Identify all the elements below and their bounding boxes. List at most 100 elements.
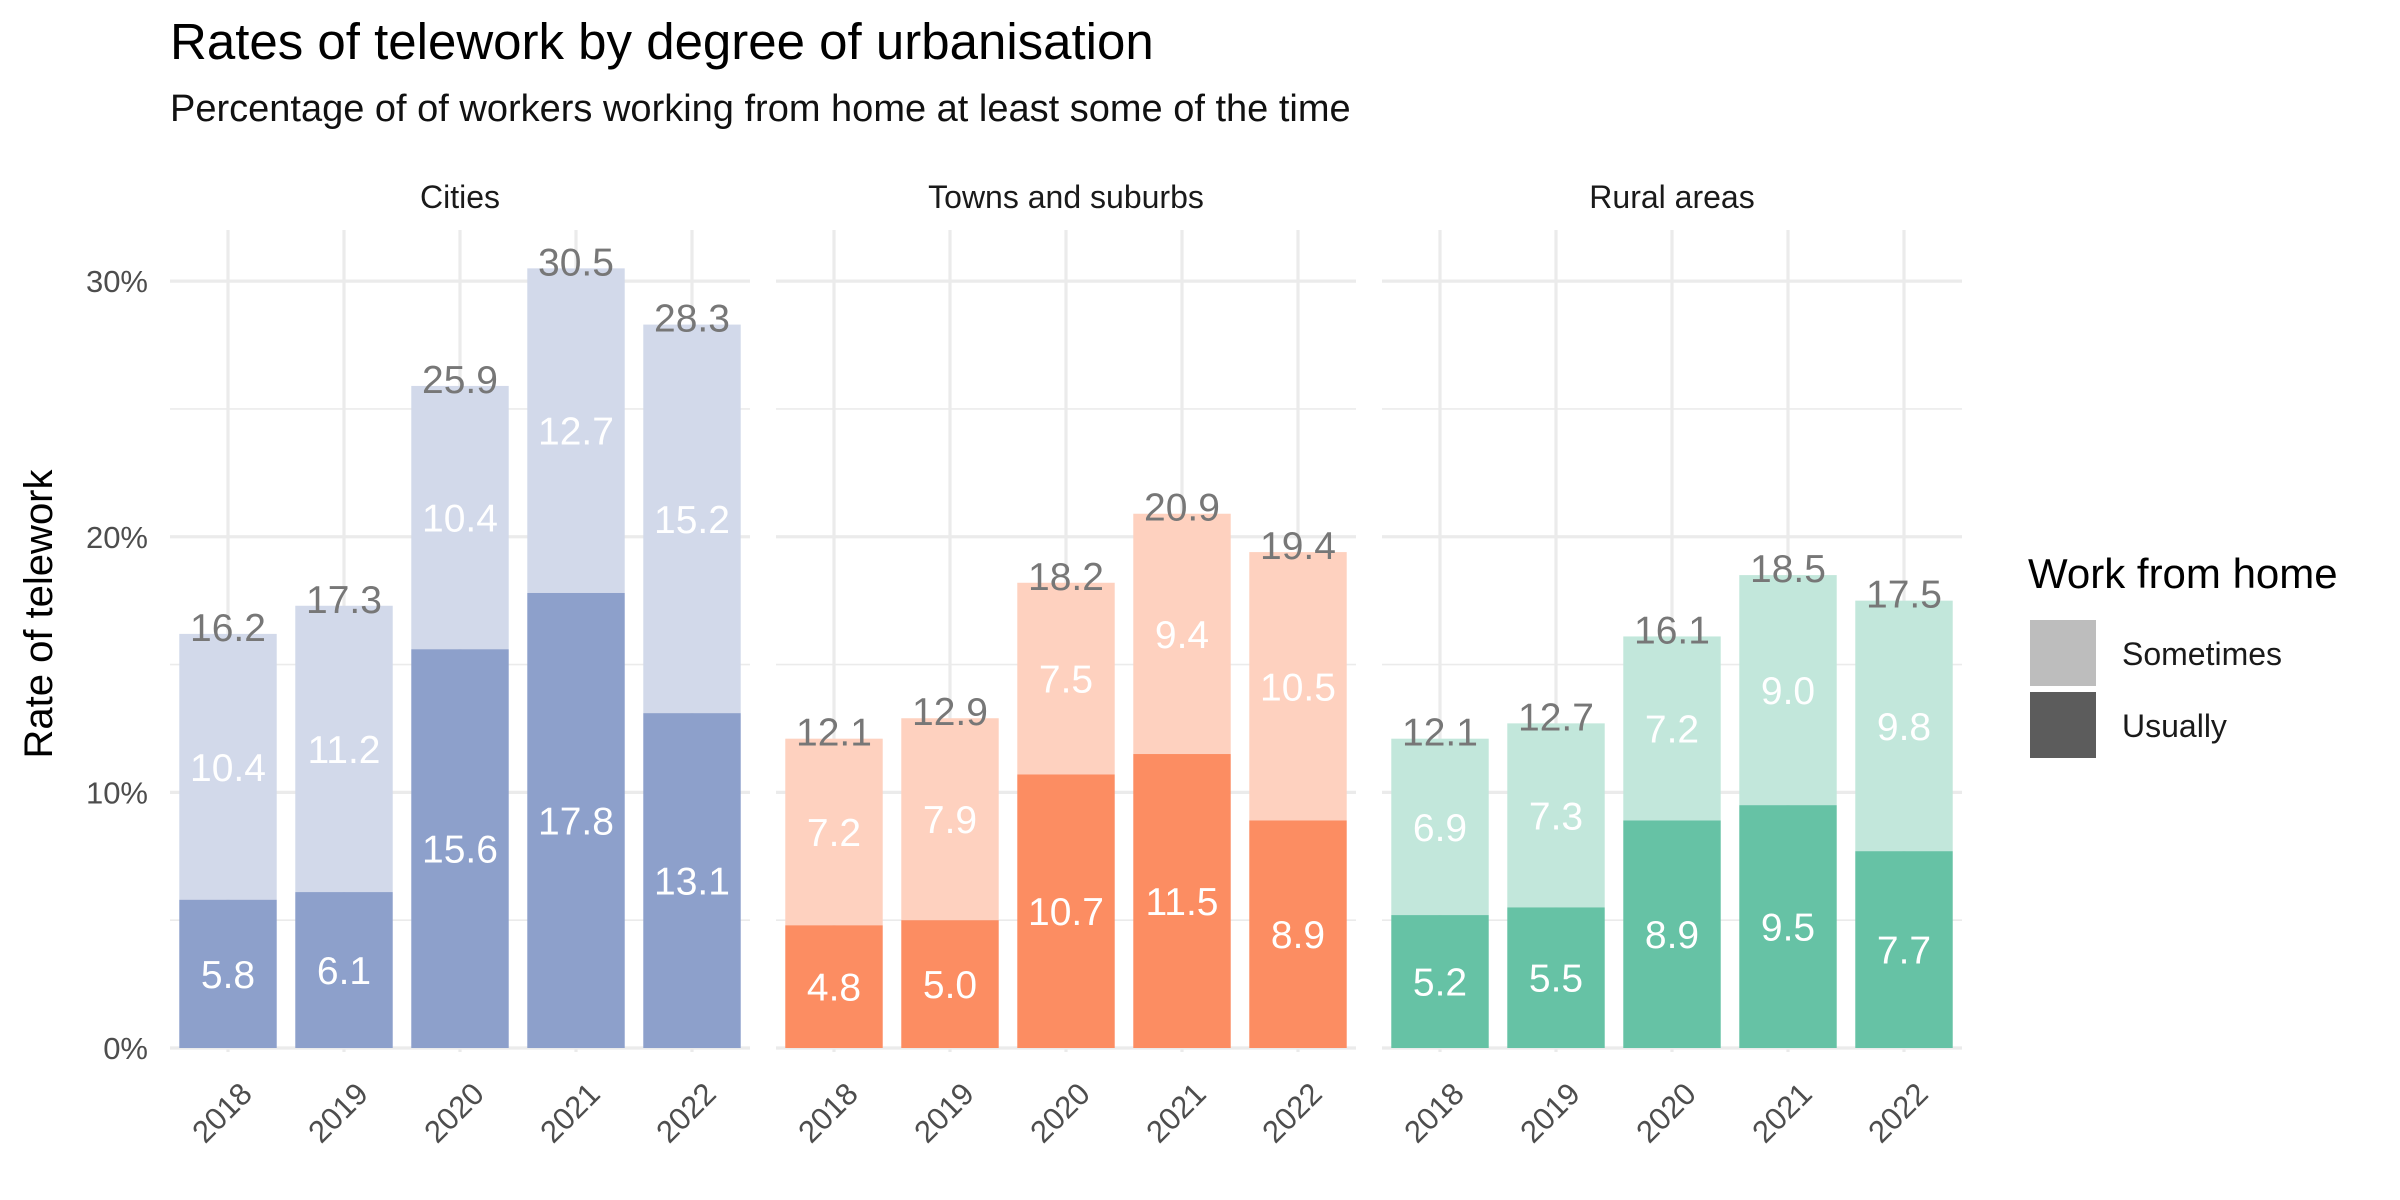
bar-sometimes-0-2019 (295, 605, 393, 893)
x-tick-label-2-2018: 2018 (1397, 1076, 1471, 1150)
legend-title: Work from home (2028, 550, 2338, 597)
label-usually-0-2022: 13.1 (654, 861, 730, 904)
chart-title: Rates of telework by degree of urbanisat… (170, 13, 1154, 70)
label-sometimes-0-2022: 15.2 (654, 499, 730, 542)
bar-sometimes-0-2021 (527, 268, 625, 593)
label-usually-1-2019: 5.0 (923, 964, 977, 1007)
label-sometimes-1-2020: 7.5 (1039, 659, 1093, 702)
label-total-1-2019: 12.9 (912, 691, 988, 734)
bar-sometimes-1-2021 (1133, 513, 1231, 755)
legend-label-usually: Usually (2122, 708, 2227, 744)
label-usually-0-2020: 15.6 (422, 829, 498, 872)
label-sometimes-2-2022: 9.8 (1877, 706, 1931, 749)
chart-subtitle: Percentage of of workers working from ho… (170, 88, 1351, 130)
label-sometimes-2-2018: 6.9 (1413, 807, 1467, 850)
label-usually-2-2018: 5.2 (1413, 962, 1467, 1005)
bar-usually-0-2022 (643, 713, 741, 1048)
y-axis-label: Rate of telework (17, 468, 61, 758)
label-total-1-2021: 20.9 (1144, 487, 1220, 530)
bar-sometimes-2-2018 (1391, 738, 1489, 916)
x-tick-label-2-2020: 2020 (1629, 1076, 1703, 1150)
label-usually-2-2021: 9.5 (1761, 907, 1815, 950)
label-usually-1-2021: 11.5 (1145, 881, 1218, 924)
label-usually-2-2019: 5.5 (1529, 958, 1583, 1001)
bar-usually-2-2021 (1739, 805, 1837, 1048)
bar-usually-1-2020 (1017, 774, 1115, 1048)
label-total-2-2022: 17.5 (1866, 574, 1942, 617)
label-total-0-2021: 30.5 (538, 241, 614, 284)
bar-sometimes-1-2020 (1017, 582, 1115, 775)
bar-usually-0-2018 (179, 899, 277, 1048)
facet-label-0: Cities (420, 179, 500, 215)
x-tick-label-0-2022: 2022 (649, 1076, 723, 1150)
legend-label-sometimes: Sometimes (2122, 636, 2282, 672)
label-sometimes-2-2019: 7.3 (1529, 795, 1583, 838)
label-total-0-2019: 17.3 (306, 579, 382, 622)
label-total-1-2022: 19.4 (1260, 525, 1336, 568)
x-tick-label-1-2022: 2022 (1255, 1076, 1329, 1150)
label-sometimes-0-2019: 11.2 (307, 729, 380, 772)
bar-sometimes-2-2019 (1507, 723, 1605, 908)
bar-usually-0-2021 (527, 592, 625, 1048)
bar-usually-2-2018 (1391, 915, 1489, 1048)
y-tick-label-0: 0% (103, 1031, 148, 1066)
label-total-2-2020: 16.1 (1634, 609, 1710, 652)
label-usually-2-2022: 7.7 (1877, 930, 1931, 973)
y-tick-label-30: 30% (86, 264, 148, 299)
label-total-2-2018: 12.1 (1402, 712, 1478, 755)
bar-usually-2-2020 (1623, 820, 1721, 1048)
label-usually-0-2021: 17.8 (538, 800, 614, 843)
x-tick-label-0-2018: 2018 (185, 1076, 259, 1150)
bar-usually-1-2021 (1133, 754, 1231, 1048)
bar-sometimes-0-2022 (643, 324, 741, 714)
bar-sometimes-2-2020 (1623, 636, 1721, 821)
y-tick-label-20: 20% (86, 520, 148, 555)
label-total-0-2020: 25.9 (422, 359, 498, 402)
x-tick-label-2-2022: 2022 (1861, 1076, 1935, 1150)
label-sometimes-0-2018: 10.4 (190, 747, 266, 790)
bar-sometimes-0-2020 (411, 385, 509, 650)
bar-usually-2-2019 (1507, 907, 1605, 1048)
label-sometimes-1-2019: 7.9 (923, 799, 977, 842)
label-usually-0-2019: 6.1 (317, 950, 371, 993)
bar-usually-2-2022 (1855, 851, 1953, 1048)
bar-usually-1-2019 (901, 920, 999, 1048)
label-usually-0-2018: 5.8 (201, 954, 255, 997)
label-sometimes-0-2021: 12.7 (538, 411, 614, 454)
bar-sometimes-1-2019 (901, 718, 999, 921)
facet-label-2: Rural areas (1589, 179, 1754, 215)
bar-sometimes-1-2022 (1249, 552, 1347, 821)
bar-usually-0-2020 (411, 649, 509, 1048)
x-tick-label-0-2020: 2020 (417, 1076, 491, 1150)
label-total-0-2018: 16.2 (190, 607, 266, 650)
bar-sometimes-1-2018 (785, 738, 883, 926)
x-tick-label-1-2021: 2021 (1139, 1076, 1213, 1150)
x-tick-label-0-2021: 2021 (533, 1076, 607, 1150)
x-tick-label-0-2019: 2019 (301, 1076, 375, 1150)
legend-swatch-sometimes (2030, 620, 2096, 686)
bar-usually-1-2022 (1249, 820, 1347, 1048)
label-sometimes-1-2022: 10.5 (1260, 666, 1336, 709)
bar-usually-1-2018 (785, 925, 883, 1048)
legend-swatch-usually (2030, 692, 2096, 758)
label-usually-2-2020: 8.9 (1645, 914, 1699, 957)
x-tick-label-1-2019: 2019 (907, 1076, 981, 1150)
label-sometimes-1-2018: 7.2 (807, 812, 861, 855)
label-total-1-2020: 18.2 (1028, 556, 1104, 599)
label-sometimes-2-2020: 7.2 (1645, 708, 1699, 751)
label-total-2-2019: 12.7 (1518, 696, 1594, 739)
label-usually-1-2020: 10.7 (1028, 891, 1104, 934)
label-usually-1-2022: 8.9 (1271, 914, 1325, 957)
facet-label-1: Towns and suburbs (928, 179, 1204, 215)
x-tick-label-1-2018: 2018 (791, 1076, 865, 1150)
label-usually-1-2018: 4.8 (807, 967, 861, 1010)
y-tick-label-10: 10% (86, 775, 148, 810)
label-total-0-2022: 28.3 (654, 298, 730, 341)
label-total-2-2021: 18.5 (1750, 548, 1826, 591)
label-total-1-2018: 12.1 (796, 712, 872, 755)
label-sometimes-0-2020: 10.4 (422, 498, 498, 541)
bar-usually-0-2019 (295, 892, 393, 1048)
x-tick-label-2-2021: 2021 (1745, 1076, 1819, 1150)
bar-sometimes-0-2018 (179, 633, 277, 900)
